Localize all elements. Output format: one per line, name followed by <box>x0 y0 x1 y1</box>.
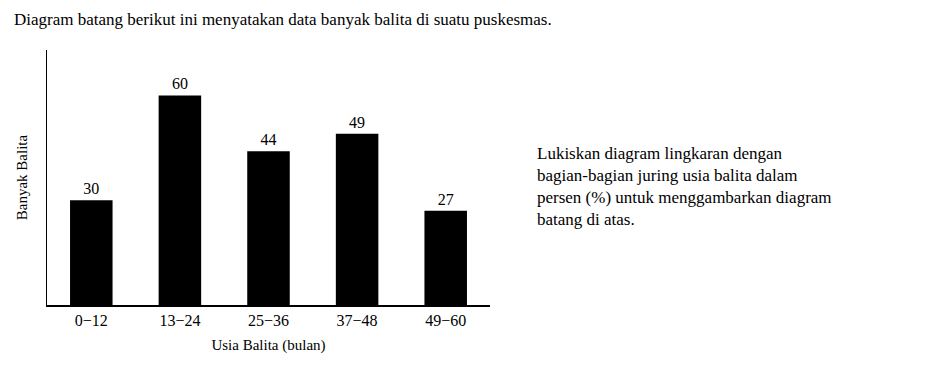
svg-text:49−60: 49−60 <box>425 312 466 329</box>
svg-text:49: 49 <box>349 114 365 131</box>
svg-text:Diagram batang berikut ini men: Diagram batang berikut ini menyatakan da… <box>14 10 552 29</box>
svg-text:60: 60 <box>172 75 188 92</box>
svg-text:Lukiskan diagram lingkaran den: Lukiskan diagram lingkaran denganbagian-… <box>537 144 832 229</box>
svg-text:13−24: 13−24 <box>159 312 200 329</box>
svg-text:0−12: 0−12 <box>75 312 108 329</box>
svg-text:30: 30 <box>83 180 99 197</box>
svg-text:25−36: 25−36 <box>248 312 289 329</box>
svg-text:44: 44 <box>261 131 277 148</box>
svg-text:Banyak Balita: Banyak Balita <box>14 134 30 220</box>
svg-text:Usia Balita (bulan): Usia Balita (bulan) <box>211 337 325 354</box>
svg-text:27: 27 <box>438 191 454 208</box>
svg-text:37−48: 37−48 <box>337 312 378 329</box>
